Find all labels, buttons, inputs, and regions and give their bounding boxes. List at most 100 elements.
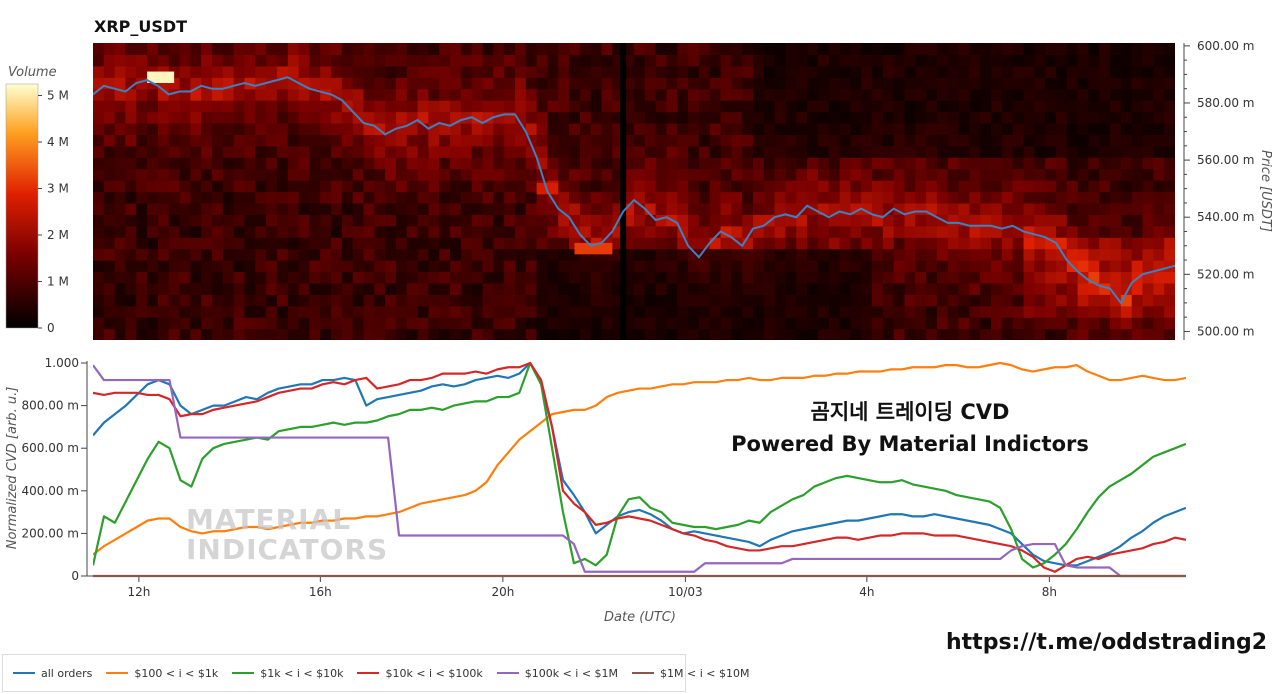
- heatmap-cell: [374, 248, 386, 261]
- colorbar-gradient: [5, 83, 39, 329]
- heatmap-cell: [774, 111, 787, 124]
- legend-item[interactable]: $10k < i < $100k: [357, 667, 483, 680]
- heatmap-cell: [212, 100, 224, 113]
- heatmap-cell: [861, 294, 873, 307]
- heatmap-cell: [147, 271, 159, 284]
- heatmap-cell: [147, 180, 159, 193]
- heatmap-cell: [1045, 214, 1057, 227]
- heatmap-cell: [947, 282, 960, 295]
- heatmap-cell: [385, 111, 397, 124]
- heatmap-cell: [991, 134, 1003, 147]
- heatmap-cell: [1131, 328, 1144, 340]
- heatmap-cell: [991, 191, 1003, 204]
- heatmap-cell: [331, 43, 343, 56]
- heatmap-cell: [1110, 77, 1122, 90]
- heatmap-cell: [1142, 65, 1154, 78]
- heatmap-cell: [677, 65, 689, 78]
- heatmap-cell: [558, 134, 570, 147]
- heatmap-cell: [363, 100, 375, 113]
- heatmap-cell: [1120, 145, 1133, 158]
- telegram-url[interactable]: https://t.me/oddstrading2: [946, 630, 1268, 655]
- heatmap-cell: [157, 100, 170, 113]
- heatmap-cell: [1001, 134, 1014, 147]
- heatmap-cell: [980, 168, 992, 181]
- heatmap-cell: [763, 328, 776, 340]
- heatmap-cell: [774, 202, 787, 215]
- heatmap-cell: [363, 145, 375, 158]
- heatmap-cell: [612, 54, 624, 67]
- heatmap-cell: [1077, 100, 1090, 113]
- heatmap-cell: [926, 248, 938, 261]
- heatmap-cell: [125, 282, 137, 295]
- legend-item[interactable]: $100k < i < $1M: [496, 667, 618, 680]
- heatmap-cell: [926, 237, 938, 250]
- heatmap-cell: [114, 237, 127, 250]
- heatmap-cell: [493, 282, 505, 295]
- heatmap-cell: [753, 88, 765, 101]
- heatmap-cell: [958, 145, 971, 158]
- heatmap-cell: [493, 157, 505, 170]
- heatmap-cell: [482, 294, 494, 307]
- heatmap-cell: [255, 54, 267, 67]
- heatmap-cell: [666, 100, 678, 113]
- heatmap-cell: [872, 65, 884, 78]
- heatmap-cell: [688, 271, 700, 284]
- heatmap-cell: [817, 202, 830, 215]
- heatmap-cell: [1131, 260, 1144, 273]
- heatmap-cell: [179, 157, 191, 170]
- heatmap-cell: [1066, 157, 1079, 170]
- heatmap-cell: [634, 122, 646, 135]
- heatmap-cell: [1088, 237, 1100, 250]
- heatmap-cell: [1153, 237, 1165, 250]
- heatmap-cell: [439, 282, 451, 295]
- heatmap-cell: [579, 294, 592, 307]
- heatmap-cell: [482, 54, 494, 67]
- heatmap-cell: [612, 237, 624, 250]
- heatmap-cell: [612, 202, 624, 215]
- heatmap-cell: [1055, 305, 1068, 318]
- heatmap-cell: [709, 260, 722, 273]
- heatmap-cell: [93, 168, 105, 181]
- heatmap-cell: [720, 157, 732, 170]
- heatmap-cell: [655, 88, 668, 101]
- heatmap-cell: [763, 282, 776, 295]
- heatmap-cell: [504, 237, 516, 250]
- heatmap-cell: [742, 271, 754, 284]
- heatmap-cell: [266, 134, 278, 147]
- heatmap-cell: [482, 282, 494, 295]
- legend-item[interactable]: $1M < i < $10M: [632, 667, 749, 680]
- heatmap-cell: [1099, 282, 1111, 295]
- heatmap-cell: [93, 122, 105, 135]
- heatmap-cell: [536, 122, 549, 135]
- heatmap-cell: [796, 88, 808, 101]
- heatmap-cell: [103, 260, 116, 273]
- heatmap-cell: [688, 191, 700, 204]
- heatmap-cell: [482, 145, 494, 158]
- heatmap-cell: [1077, 111, 1090, 124]
- heatmap-cell: [904, 328, 916, 340]
- heatmap-cell: [266, 191, 278, 204]
- heatmap-cell: [807, 214, 819, 227]
- heatmap-cell: [763, 180, 776, 193]
- heatmap-cell: [1131, 225, 1144, 238]
- heatmap-cell: [385, 43, 397, 56]
- heatmap-cell: [320, 248, 332, 261]
- heatmap-cell: [569, 214, 581, 227]
- heatmap-cell: [1142, 305, 1154, 318]
- legend-item[interactable]: $100 < i < $1k: [106, 667, 218, 680]
- heatmap-cell: [233, 328, 246, 340]
- heatmap-cell: [255, 43, 267, 56]
- legend-item[interactable]: $1k < i < $10k: [232, 667, 343, 680]
- heatmap-cell: [936, 100, 949, 113]
- heatmap-cell: [1164, 77, 1175, 90]
- legend-item[interactable]: all orders: [13, 667, 92, 680]
- heatmap-cell: [1045, 282, 1057, 295]
- heatmap-cell: [417, 282, 430, 295]
- heatmap-cell: [201, 214, 213, 227]
- heatmap-cell: [406, 88, 419, 101]
- heatmap-cell: [471, 145, 484, 158]
- heatmap-cell: [612, 65, 624, 78]
- heatmap-cell: [212, 248, 224, 261]
- heatmap-cell: [612, 317, 624, 330]
- heatmap-cell: [915, 43, 927, 56]
